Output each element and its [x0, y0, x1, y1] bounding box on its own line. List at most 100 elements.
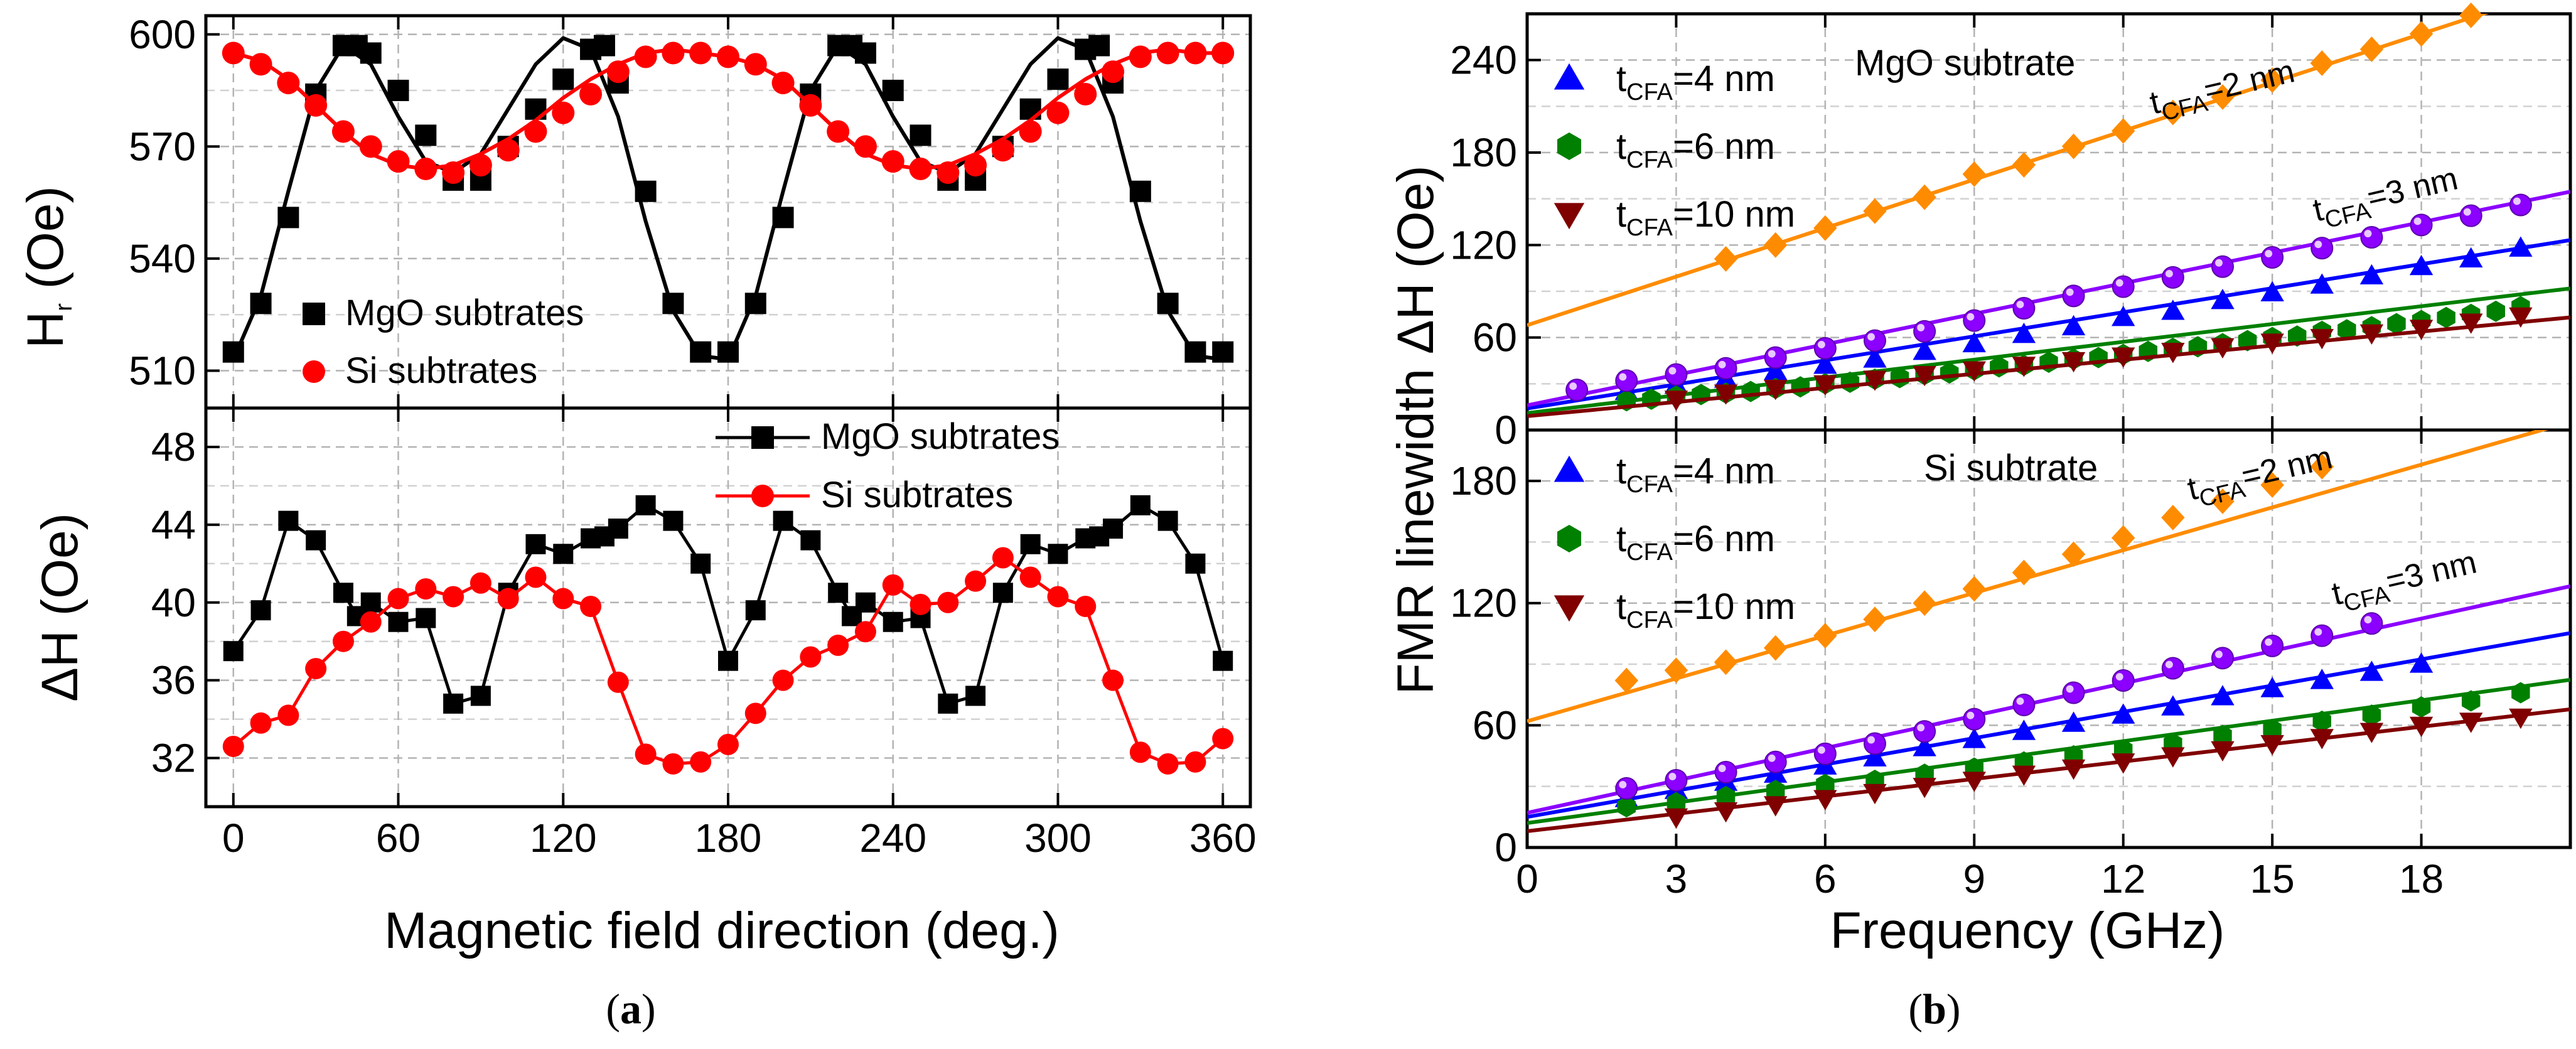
b_top-point-3-7-hl: [1917, 323, 1925, 331]
b_top-point-4-9: [2161, 99, 2185, 126]
panel-label-b-close: ): [1946, 985, 1961, 1033]
b_top-annotation-0: tCFA=2 nm: [2147, 53, 2300, 128]
a_top-point-0-38: [1157, 293, 1179, 315]
a_bottom-point-1-22: [827, 634, 849, 656]
a_bottom-point-1-0: [222, 735, 244, 757]
b_bottom-point-2-8: [2061, 759, 2086, 780]
b_top-point-4-8: [2112, 118, 2135, 144]
b_bottom-point-4-0: [1614, 667, 1638, 694]
b_top-point-2-1: [1714, 384, 1738, 405]
panel-label-a-letter: a: [620, 985, 641, 1033]
b_top-point-2-0: [1664, 390, 1688, 411]
b_bottom-point-3-9-hl: [2066, 685, 2074, 693]
b_top-point-4-7: [2061, 133, 2086, 159]
b_top-fit-3: [1527, 190, 2570, 407]
b_top-point-3-5: [1813, 336, 1837, 360]
b_top-point-3-16: [2360, 226, 2383, 249]
b_bottom-point-0-11: [2161, 695, 2185, 716]
b_bottom-point-3-6-hl: [1917, 724, 1925, 732]
a_top-point-0-15: [593, 35, 615, 56]
a_top-point-1-3: [304, 94, 328, 117]
b_bottom-point-4-11: [2161, 505, 2185, 530]
a_bottom-point-1-29: [1019, 566, 1041, 588]
a_bottom-legend-label-1: Si subtrates: [821, 475, 1013, 515]
a_top-point-1-15: [634, 45, 657, 68]
a_bottom-point-1-2: [277, 704, 299, 726]
b_top-point-1-17: [2039, 351, 2058, 373]
a_bottom-point-0-12: [525, 534, 546, 554]
a_top-point-1-31: [1074, 83, 1097, 105]
b_top-point-2-5: [1913, 366, 1936, 387]
a_top-point-0-39: [1184, 341, 1206, 363]
a_top-point-1-32: [1102, 60, 1125, 83]
b_top-point-0-4: [1813, 353, 1837, 374]
a_top-point-0-19: [690, 341, 712, 363]
b_bottom-point-3-10: [2112, 669, 2135, 692]
panel-label-a: (a): [606, 985, 655, 1033]
a_top-point-0-17: [635, 180, 657, 202]
b_bottom-point-2-6: [1962, 772, 1986, 792]
b_bottom-fit-0: [1527, 631, 2570, 819]
b_bottom-legend-label-0-sub: CFA: [1626, 471, 1673, 498]
a-top-ylabel-main: H: [17, 311, 74, 348]
b_top-point-3-12-hl: [2165, 270, 2173, 277]
b_bottom-xtick-label-5: 15: [2250, 856, 2295, 901]
b_top-point-3-17-hl: [2413, 217, 2422, 225]
b_top-point-3-2-hl: [1668, 367, 1677, 375]
a_bottom-legend-label-0: MgO subtrates: [821, 416, 1060, 457]
a_top-point-1-27: [964, 154, 987, 177]
a_bottom-point-0-8: [416, 608, 436, 628]
a_bottom-xtick-label-0: 0: [222, 815, 245, 861]
b_bottom-legend-label-2-main: t: [1616, 586, 1626, 627]
b_bottom-point-0-15: [2359, 660, 2384, 681]
b_top-point-3-9: [2012, 297, 2036, 320]
b_top-point-3-17: [2410, 213, 2433, 237]
b_bottom-point-1-0: [1617, 796, 1636, 818]
a_top-point-0-7: [387, 80, 409, 102]
a_top-point-1-6: [387, 150, 410, 173]
a_top-point-0-6: [360, 42, 382, 64]
b_top-legend-label-1-main: t: [1616, 126, 1626, 167]
b_bottom-legend-label-1-main: t: [1616, 519, 1626, 559]
a_top-point-1-2: [277, 72, 300, 95]
b_bottom-point-2-3: [1813, 790, 1837, 810]
b_top-point-1-29: [2337, 319, 2356, 341]
a_top-point-1-25: [909, 158, 932, 181]
a_bottom-point-1-5: [360, 611, 382, 633]
b_top-point-3-1-hl: [1619, 373, 1627, 381]
a_bottom-point-0-20: [718, 650, 738, 671]
a_bottom-point-0-7: [388, 611, 409, 632]
b_top-point-3-9-hl: [2016, 301, 2024, 309]
b_bottom-legend-label-2-sub: CFA: [1626, 607, 1673, 633]
a_bottom-point-1-27: [965, 570, 987, 592]
a_bottom-point-0-1: [250, 600, 271, 621]
b_top-point-3-19: [2509, 193, 2532, 217]
b_top-point-1-19: [2089, 347, 2108, 368]
b_bottom-point-2-11: [2211, 741, 2235, 761]
a_bottom-point-0-23: [800, 530, 821, 551]
b_top-point-2-9: [2112, 347, 2135, 368]
a_bottom-point-0-29: [938, 693, 958, 714]
a_top-point-0-28: [910, 124, 931, 146]
b_top-point-2-13: [2310, 329, 2334, 350]
b_bottom-point-0-13: [2260, 677, 2284, 697]
b_bottom-legend-label-2-rest: =10 nm: [1673, 586, 1795, 627]
a_top-point-0-2: [277, 207, 299, 229]
b_bottom-point-3-5: [1864, 732, 1886, 755]
b_bottom-point-1-12: [2213, 724, 2232, 746]
a_bottom-legend-marker-1: [751, 485, 774, 507]
b_bottom-point-4-12: [2211, 488, 2235, 514]
b_bottom-point-0-8: [2012, 719, 2036, 740]
a_top-point-1-20: [771, 72, 795, 95]
b_top-legend-label-1: tCFA=6 nm: [1616, 126, 1775, 173]
b_bottom-point-2-14: [2359, 723, 2384, 743]
a-top-ylabel-rest: (Oe): [17, 186, 74, 303]
a_bottom-point-1-10: [497, 588, 519, 610]
a_bottom-xtick-label-4: 240: [859, 815, 926, 861]
b_bottom-point-3-4-hl: [1817, 746, 1825, 754]
b_bottom-point-1-14: [2312, 710, 2332, 732]
a_top-point-1-24: [881, 150, 904, 173]
b_top-point-0-11: [2161, 299, 2185, 320]
